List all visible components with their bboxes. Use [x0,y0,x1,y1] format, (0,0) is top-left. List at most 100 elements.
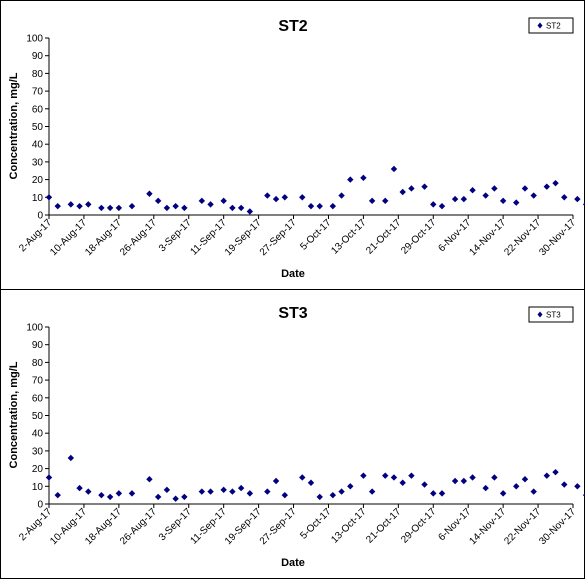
data-point [207,201,214,208]
data-point [469,187,476,194]
y-tick-label: 100 [26,34,43,45]
legend-marker-icon [537,22,543,29]
x-tick-label: 10-Aug-17 [48,506,89,547]
data-point [45,474,53,481]
data-point [198,197,206,205]
y-tick-label: 70 [32,376,44,387]
data-point [154,493,162,501]
data-point [561,194,568,201]
data-point [98,491,105,499]
y-tick-label: 80 [32,69,44,80]
y-tick-label: 40 [32,429,44,440]
chart-title: ST3 [278,305,307,322]
data-point [491,185,498,192]
chart-panel-st2: ST2 0 10 20 30 40 50 60 70 80 90 100 2-Aug-17 10-Aug… [0,0,585,290]
x-tick-label: 22-Nov-17 [502,506,543,547]
legend-box [528,306,574,323]
data-point [207,488,214,495]
data-point [181,493,188,501]
data-point [399,188,406,196]
y-tick-label: 0 [37,211,43,222]
y-tick-label: 90 [32,51,44,62]
data-point [128,490,136,497]
data-point [264,192,271,199]
data-point [329,491,337,499]
chart-points [45,454,585,502]
data-point [347,483,354,490]
data-point [438,490,446,497]
data-point [229,488,236,495]
y-tick-label: 10 [32,482,44,493]
data-point [408,472,415,479]
data-point [561,481,568,488]
legend-marker-icon [537,311,543,318]
x-tick-label: 30-Nov-17 [537,217,578,258]
chart-axes: 01020304050607080901002-Aug-1710-Aug-171… [17,34,578,259]
data-point [360,174,367,182]
x-tick-label: 27-Sep-17 [258,217,299,258]
x-tick-label: 26-Aug-17 [118,506,159,547]
data-point [482,192,489,199]
data-point [582,493,585,498]
data-point [220,197,227,205]
x-tick-label: 13-Oct-17 [329,506,369,546]
data-point [146,476,153,483]
legend: ST2 [528,17,574,34]
data-point [316,493,323,501]
data-point [220,486,227,494]
chart-panel-st3: ST3 0 10 20 30 40 50 60 70 80 90 100 2-Aug-17 10-Aug… [0,289,585,579]
data-point [574,195,581,203]
y-tick-label: 50 [32,411,44,422]
data-point [438,202,446,210]
data-point [521,476,529,483]
data-point [329,202,337,210]
chart-points [45,165,585,215]
data-point [106,204,114,212]
data-point [421,481,428,488]
data-point [115,204,123,212]
x-tick-label: 19-Sep-17 [223,217,264,258]
data-point [530,488,537,495]
data-point [128,202,136,210]
x-tick-label: 21-Oct-17 [364,217,404,257]
x-tick-label: 30-Nov-17 [537,506,578,547]
data-point [54,202,61,210]
y-tick-label: 40 [32,140,44,151]
data-point [316,202,323,210]
x-tick-label: 18-Aug-17 [83,506,124,547]
data-point [67,201,75,208]
data-point [54,491,61,499]
chart-title: ST2 [278,18,307,35]
data-point [390,474,398,481]
data-point [98,204,105,212]
data-point [85,488,92,495]
data-point [272,477,280,485]
data-point [281,194,288,201]
x-tick-label: 10-Aug-17 [48,217,89,258]
data-point [299,194,306,201]
data-point [382,472,389,479]
data-point [552,179,559,187]
data-point [543,183,550,190]
data-point [513,483,520,490]
data-point [338,192,345,199]
data-point [115,490,123,497]
data-point [67,454,75,462]
data-point [264,488,271,495]
x-tick-label: 21-Oct-17 [364,506,404,546]
data-point [347,176,354,183]
data-point [181,204,188,212]
data-point [307,479,315,486]
y-tick-label: 30 [32,446,44,457]
data-point [582,202,585,207]
y-axis-title: Concentration, mg/L [8,72,20,179]
data-point [272,195,280,203]
x-tick-label: 14-Nov-17 [467,506,508,547]
x-tick-label: 5-Oct-17 [298,217,334,253]
data-point [368,488,376,495]
data-point [390,165,398,173]
data-point [399,479,406,486]
y-axis-title: Concentration, mg/L [8,361,20,468]
y-tick-label: 20 [32,175,44,186]
chart-svg-st3: ST3 01020304050607080901002-Aug-1710-Aug… [8,305,585,569]
